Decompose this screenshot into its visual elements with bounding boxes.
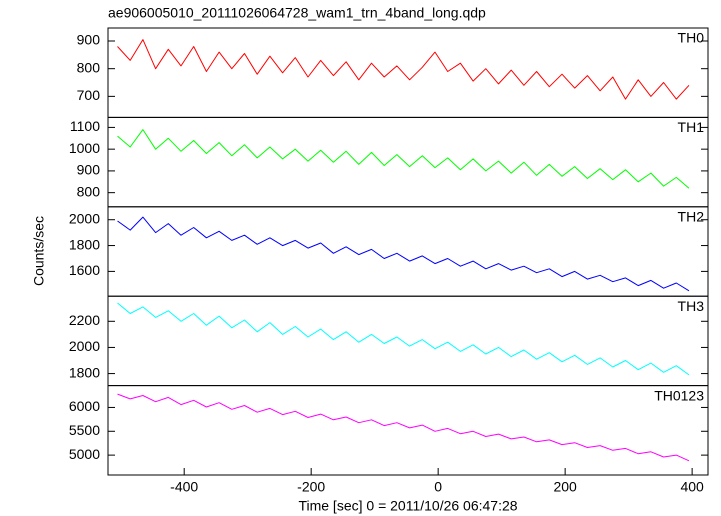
panel-frame <box>107 385 709 476</box>
x-axis-label: Time [sec] 0 = 2011/10/26 06:47:28 <box>298 498 517 514</box>
y-tick-label: 1600 <box>69 262 100 278</box>
y-tick-label: 1800 <box>69 364 100 380</box>
x-tick-label: -400 <box>170 479 198 495</box>
y-tick-label: 900 <box>77 162 101 178</box>
data-line <box>117 39 690 100</box>
y-tick-label: 2000 <box>69 210 100 226</box>
y-tick-label: 700 <box>77 87 101 103</box>
x-tick-label: 200 <box>553 479 577 495</box>
panel-label: TH2 <box>678 209 705 225</box>
panel-label: TH1 <box>678 119 705 135</box>
panel-label: TH0 <box>678 30 705 46</box>
y-tick-label: 2000 <box>69 338 100 354</box>
x-tick-label: -200 <box>297 479 325 495</box>
y-tick-label: 5500 <box>69 422 100 438</box>
data-line <box>117 393 690 462</box>
y-tick-label: 2200 <box>69 312 100 328</box>
panel-label: TH3 <box>678 298 705 314</box>
data-line <box>117 129 690 189</box>
x-tick-label: 400 <box>680 479 704 495</box>
chart-title: ae906005010_20111026064728_wam1_trn_4ban… <box>108 5 486 21</box>
panel-label: TH0123 <box>654 387 704 403</box>
y-axis-label: Counts/sec <box>31 216 47 286</box>
x-tick-label: 0 <box>434 479 442 495</box>
y-tick-label: 6000 <box>69 398 100 414</box>
y-tick-label: 800 <box>77 183 101 199</box>
y-tick-label: 1100 <box>70 118 100 134</box>
y-tick-label: 1800 <box>69 236 100 252</box>
data-line <box>117 302 690 376</box>
data-line <box>117 216 690 292</box>
y-tick-label: 800 <box>77 59 101 75</box>
y-tick-label: 900 <box>77 32 101 48</box>
y-tick-label: 1000 <box>69 140 100 156</box>
y-tick-label: 5000 <box>69 446 100 462</box>
